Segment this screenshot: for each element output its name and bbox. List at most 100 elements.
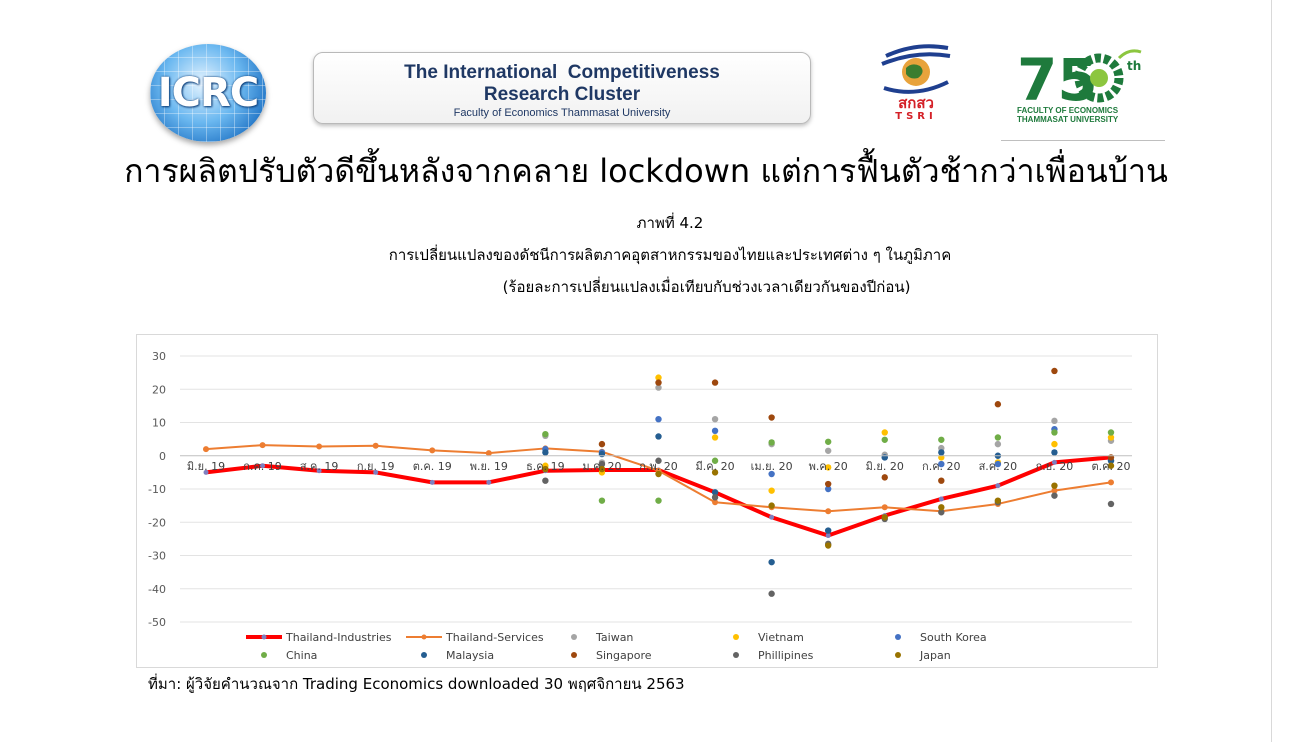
production-index-chart: 30 20 10 0 -10 -20 -30 -40 -50 มิ.ย. 19 ก.ค. 19 ส.ค… — [148, 350, 1132, 662]
data-point — [1051, 417, 1058, 425]
data-point — [824, 542, 832, 549]
economics-75th-logo: 75 th FACULTY OF ECONOMICS THAMMASAT UNI… — [1001, 44, 1165, 141]
data-point — [768, 558, 775, 566]
data-point — [485, 450, 492, 457]
x-tick-label: เม.ย. 20 — [751, 460, 793, 473]
data-point — [712, 499, 719, 506]
globe-icon — [150, 44, 266, 142]
data-point — [938, 496, 944, 502]
icrc-logo: ICRC — [138, 44, 278, 142]
data-point — [768, 414, 775, 421]
data-point — [711, 379, 719, 386]
y-tick-label: 0 — [159, 450, 166, 463]
data-point — [1107, 500, 1115, 508]
icrc-banner: The International Competitiveness Resear… — [313, 52, 811, 124]
eco-line-2: THAMMASAT UNIVERSITY — [1017, 115, 1119, 124]
data-point — [824, 464, 832, 471]
data-point — [824, 527, 832, 534]
data-point — [1108, 479, 1114, 486]
legend-label: Singapore — [596, 649, 652, 662]
y-tick-label: 10 — [152, 417, 166, 430]
data-point — [1051, 429, 1058, 436]
y-tick-label: -20 — [148, 516, 166, 529]
data-point — [994, 401, 1002, 408]
tsri-english-text: TSRI — [895, 111, 937, 122]
y-tick-label: -30 — [148, 550, 166, 563]
data-point — [711, 427, 719, 435]
data-point — [542, 449, 549, 456]
gear-wheat-icon: 75 th — [1017, 46, 1142, 106]
data-point — [824, 485, 832, 493]
figure-title: การเปลี่ยนแปลงของดัชนีการผลิตภาคอุตสาหกร… — [388, 246, 952, 264]
data-point — [429, 479, 435, 485]
x-tick-label: ธ.ค. 19 — [526, 460, 565, 473]
data-point — [655, 415, 662, 423]
data-point — [203, 446, 209, 453]
data-point — [711, 415, 719, 423]
globe-grid — [150, 44, 266, 142]
data-point — [711, 489, 719, 496]
data-point — [768, 470, 775, 478]
data-point — [1107, 429, 1115, 436]
data-point — [938, 477, 945, 484]
icrc-logo-text: ICRC — [157, 70, 259, 116]
data-point — [768, 487, 775, 494]
eco-75-number: 75 — [1017, 46, 1098, 106]
data-point — [995, 483, 1001, 489]
data-point — [825, 533, 831, 539]
legend-marker — [421, 652, 427, 658]
banner-line-1: The International Competitiveness — [404, 62, 720, 83]
data-point — [881, 436, 888, 443]
data-point — [655, 379, 662, 386]
x-tick-label: ส.ค. 19 — [300, 460, 339, 473]
legend-label: Japan — [919, 649, 951, 662]
legend-marker — [261, 652, 267, 658]
data-point — [542, 465, 549, 473]
data-point — [824, 480, 832, 488]
x-tick-label: ก.ย. 20 — [1036, 460, 1074, 473]
data-point — [598, 460, 606, 468]
x-tick-label: ต.ค. 20 — [1092, 460, 1131, 473]
data-point — [655, 374, 662, 381]
y-tick-label: -10 — [148, 483, 166, 496]
data-point — [429, 447, 436, 454]
data-point — [711, 469, 719, 476]
data-point — [1107, 462, 1115, 469]
data-point — [768, 439, 775, 446]
legend-marker — [261, 634, 267, 640]
legend-label: Malaysia — [446, 649, 494, 662]
data-point — [1051, 367, 1058, 375]
x-tick-label: ก.ค. 20 — [922, 460, 961, 473]
data-point — [938, 509, 945, 516]
data-point — [768, 590, 775, 597]
data-point — [655, 384, 662, 391]
data-point — [1051, 449, 1058, 456]
data-point — [372, 442, 379, 449]
data-point — [994, 460, 1002, 468]
data-point — [881, 504, 888, 511]
x-tick-label: ม.ค. 20 — [582, 460, 621, 473]
x-tick-label: พ.ค. 20 — [809, 460, 848, 473]
data-point — [655, 470, 662, 478]
data-point — [486, 479, 492, 485]
data-point — [994, 440, 1002, 448]
y-tick-label: 20 — [152, 383, 166, 396]
legend-label: Taiwan — [595, 631, 633, 644]
x-tick-label: มี.ค. 20 — [696, 460, 735, 473]
legend-marker — [571, 634, 577, 640]
data-point — [655, 433, 662, 440]
data-point — [373, 469, 379, 475]
y-tick-label: -50 — [148, 616, 166, 629]
legend-marker — [421, 634, 427, 640]
data-point — [1051, 487, 1058, 494]
data-point — [542, 477, 549, 484]
data-point — [655, 457, 662, 464]
legend-label: China — [286, 649, 317, 662]
data-point — [598, 450, 606, 458]
data-point — [598, 465, 606, 473]
y-tick-label: -40 — [148, 583, 166, 596]
data-point — [881, 514, 888, 521]
headline: การผลิตปรับตัวดีขึ้นหลังจากคลาย lockdown… — [124, 152, 1168, 190]
data-point — [881, 429, 888, 436]
data-point — [316, 468, 322, 474]
